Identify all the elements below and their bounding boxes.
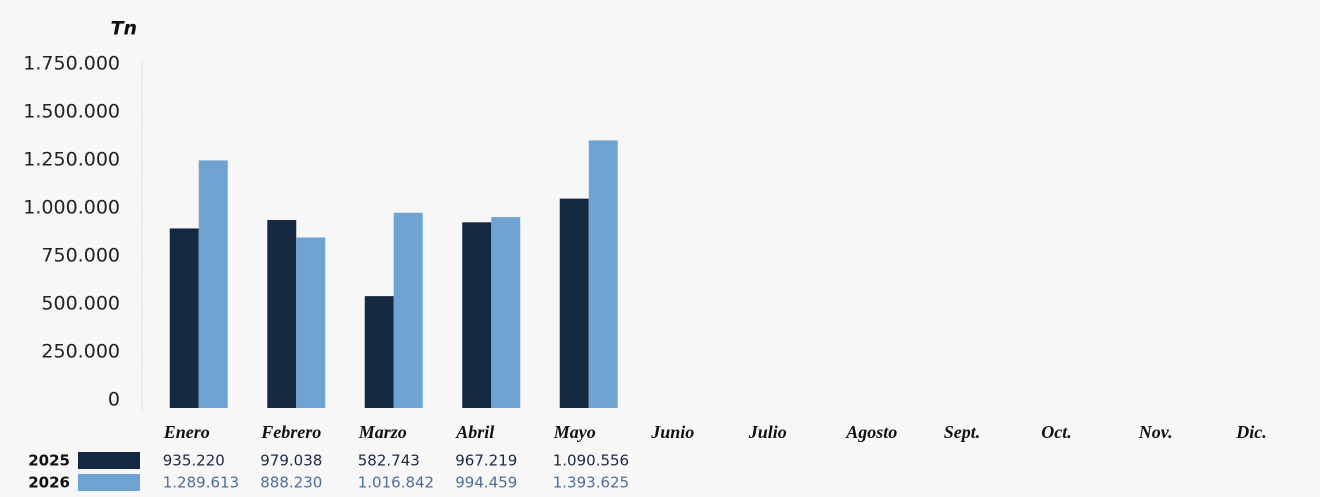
bar xyxy=(198,160,228,408)
value-label: 967.219 xyxy=(455,452,517,470)
value-label: 888.230 xyxy=(260,474,322,492)
bar xyxy=(364,296,394,408)
y-tick-label: 0 xyxy=(108,389,120,411)
x-tick-label: Oct. xyxy=(1041,422,1072,442)
bar xyxy=(491,217,521,408)
bar xyxy=(588,140,618,408)
x-tick-label: Febrero xyxy=(260,422,321,442)
value-label: 1.090.556 xyxy=(553,452,629,470)
y-tick-label: 250.000 xyxy=(41,341,120,363)
bar xyxy=(169,228,199,408)
bar xyxy=(462,222,492,408)
bar xyxy=(296,237,326,408)
x-tick-label: Junio xyxy=(650,422,694,442)
x-tick-label: Marzo xyxy=(358,422,407,442)
y-tick-label: 1.750.000 xyxy=(23,53,120,75)
x-tick-label: Nov. xyxy=(1138,422,1173,442)
bar xyxy=(559,198,589,408)
y-tick-label: 500.000 xyxy=(41,293,120,315)
y-tick-label: 1.250.000 xyxy=(23,149,120,171)
legend-label: 2026 xyxy=(28,474,70,492)
x-tick-label: Dic. xyxy=(1235,422,1267,442)
x-tick-label: Mayo xyxy=(553,422,596,442)
value-label: 1.393.625 xyxy=(553,474,629,492)
legend-swatch xyxy=(78,474,140,491)
value-label: 1.289.613 xyxy=(163,474,239,492)
value-label: 935.220 xyxy=(163,452,225,470)
x-tick-label: Julio xyxy=(748,422,787,442)
value-label: 979.038 xyxy=(260,452,322,470)
value-label: 1.016.842 xyxy=(358,474,434,492)
x-tick-label: Agosto xyxy=(845,422,897,442)
legend-label: 2025 xyxy=(28,452,70,470)
x-tick-label: Sept. xyxy=(944,422,981,442)
y-tick-label: 1.500.000 xyxy=(23,101,120,123)
value-label: 994.459 xyxy=(455,474,517,492)
x-tick-label: Enero xyxy=(163,422,210,442)
legend-swatch xyxy=(78,452,140,469)
value-label: 582.743 xyxy=(358,452,420,470)
y-axis-title: Tn xyxy=(111,18,138,40)
x-tick-label: Abril xyxy=(455,422,494,442)
bar xyxy=(393,212,423,408)
y-tick-label: 1.000.000 xyxy=(23,197,120,219)
bar xyxy=(267,220,297,408)
y-tick-label: 750.000 xyxy=(41,245,120,267)
